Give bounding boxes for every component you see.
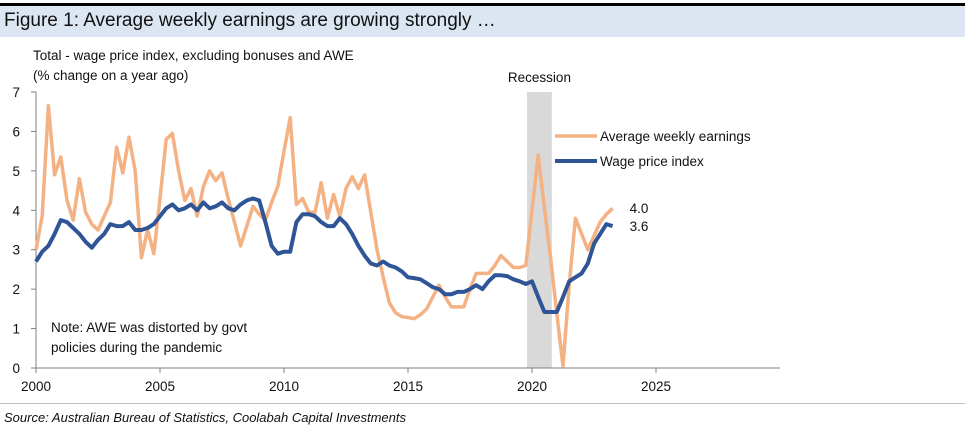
y-tick-label: 7 [12,85,20,100]
legend-label-awe: Average weekly earnings [600,129,751,144]
source-note: Source: Australian Bureau of Statistics,… [4,410,407,425]
y-tick-label: 3 [12,243,20,258]
y-tick-label: 2 [12,282,20,297]
x-tick-label: 2025 [641,379,671,394]
title-band [0,6,965,37]
y-tick-label: 1 [12,322,20,337]
bottom-rule [0,403,965,404]
chart-subtitle: Total - wage price index, excluding bonu… [33,46,354,86]
y-tick-label: 5 [12,164,20,179]
y-tick-label: 4 [12,203,20,218]
recession-label: Recession [508,70,571,85]
x-tick-label: 2020 [517,379,547,394]
y-tick-label: 0 [12,361,20,376]
series-line-wpi [34,196,614,314]
end-label-wpi: 3.6 [630,219,649,234]
x-tick-label: 2000 [21,379,51,394]
x-tick-label: 2015 [393,379,423,394]
figure-title: Figure 1: Average weekly earnings are gr… [4,10,496,31]
annotation-note: policies during the pandemic [51,340,222,355]
series-line-awe [34,104,614,368]
y-tick-label: 6 [12,124,20,139]
legend-label-wpi: Wage price index [600,154,704,169]
chart-title: Total - wage price index, excluding bonu… [33,48,354,63]
x-tick-label: 2010 [269,379,299,394]
y-axis-label: (% change on a year ago) [33,68,189,83]
end-label-awe: 4.0 [630,201,649,216]
x-tick-label: 2005 [145,379,175,394]
top-rule [0,3,965,6]
annotation-note: Note: AWE was distorted by govt [51,320,247,335]
